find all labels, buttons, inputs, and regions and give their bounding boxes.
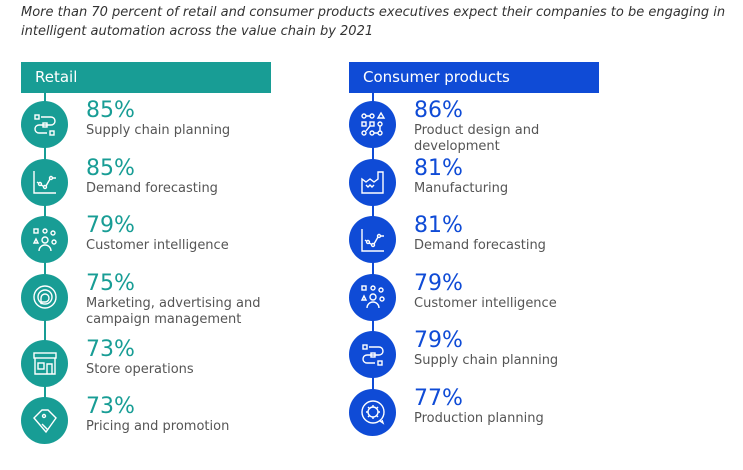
item-label: Demand forecasting <box>86 180 218 196</box>
consumer-column: Consumer products 86% Product design and… <box>349 62 599 446</box>
item-label: Manufacturing <box>414 180 509 196</box>
list-item: 75% Marketing, advertising and campaign … <box>21 270 271 340</box>
consumer-header: Consumer products <box>349 62 599 93</box>
gear-cycle-icon <box>349 388 396 436</box>
factory-icon <box>349 158 396 206</box>
list-item: 79% Customer intelligence <box>21 213 271 274</box>
percentage: 81% <box>414 213 463 238</box>
percentage: 73% <box>86 394 135 419</box>
percentage: 73% <box>86 336 135 362</box>
list-item: 81% Demand forecasting <box>349 213 599 274</box>
item-label: Customer intelligence <box>414 295 557 311</box>
item-label: Marketing, advertising and campaign mana… <box>86 295 261 327</box>
percentage: 77% <box>414 385 463 411</box>
list-item: 79% Supply chain planning <box>349 328 599 389</box>
people-icon <box>349 273 396 321</box>
percentage: 79% <box>414 270 463 296</box>
item-label: Supply chain planning <box>86 123 231 138</box>
list-item: 81% Manufacturing <box>349 155 599 217</box>
list-item: 77% Production planning <box>349 385 599 447</box>
percentage: 81% <box>414 155 463 181</box>
item-label: Store operations <box>86 361 194 377</box>
list-item: 79% Customer intelligence <box>349 270 599 332</box>
item-label: Pricing and promotion <box>86 419 230 434</box>
percentage: 85% <box>86 155 135 181</box>
percentage: 79% <box>414 328 463 353</box>
people-icon <box>21 216 68 263</box>
list-item: 85% Supply chain planning <box>21 98 271 159</box>
supply-chain-icon <box>21 101 68 148</box>
retail-header: Retail <box>21 62 271 93</box>
supply-chain-icon <box>349 331 396 378</box>
item-label: Production planning <box>414 410 544 426</box>
percentage: 85% <box>86 98 135 123</box>
item-label: Product design and development <box>414 123 540 154</box>
chart-icon <box>21 158 68 206</box>
list-item: 85% Demand forecasting <box>21 155 271 217</box>
percentage: 79% <box>86 213 135 238</box>
list-item: 73% Pricing and promotion <box>21 394 271 455</box>
chart-icon <box>349 216 396 263</box>
list-item: 73% Store operations <box>21 336 271 398</box>
speech-icon <box>21 273 68 321</box>
store-icon <box>21 339 68 387</box>
percentage: 86% <box>414 98 463 123</box>
retail-column: Retail 85% Supply chain planning 85% Dem… <box>21 62 271 455</box>
percentage: 75% <box>86 270 135 296</box>
item-label: Demand forecasting <box>414 238 546 253</box>
item-label: Customer intelligence <box>86 238 229 253</box>
item-label: Supply chain planning <box>414 353 559 368</box>
list-item: 86% Product design and development <box>349 98 599 159</box>
design-network-icon <box>349 101 396 148</box>
tag-icon <box>21 397 68 444</box>
intro-text: More than 70 percent of retail and consu… <box>21 5 726 39</box>
